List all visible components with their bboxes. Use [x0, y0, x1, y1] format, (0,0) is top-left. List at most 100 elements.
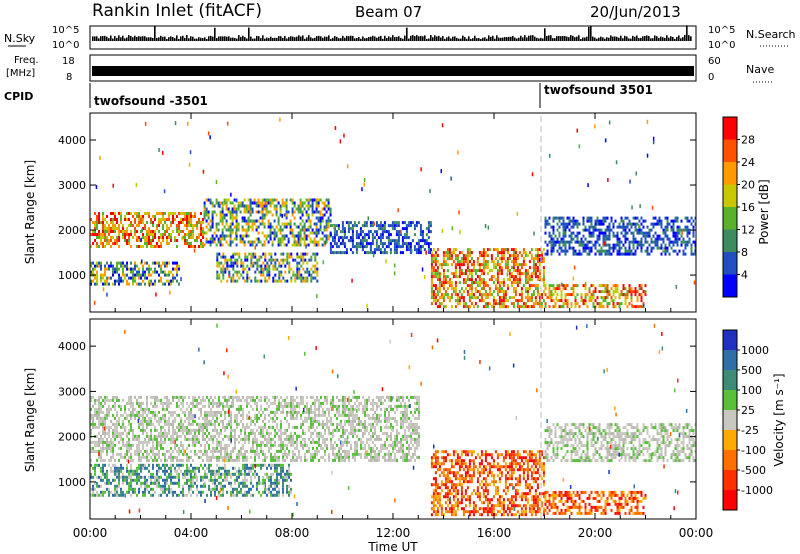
echo-cell — [403, 236, 406, 240]
echo-cell — [100, 410, 102, 414]
echo-cell — [480, 251, 483, 255]
echo-cell — [452, 260, 455, 264]
echo-cell — [608, 228, 611, 232]
echo-cell — [246, 425, 248, 429]
echo-cell — [108, 398, 110, 402]
echo-cell — [349, 227, 352, 231]
echo-cell — [472, 305, 475, 309]
echo-cell — [612, 246, 615, 250]
echo-cell — [102, 410, 104, 414]
echo-cell — [118, 434, 120, 438]
echo-cell — [430, 254, 433, 258]
echo-cell — [317, 198, 320, 202]
echo-cell — [528, 299, 531, 303]
echo-cell — [244, 431, 246, 435]
nsky-bar — [660, 36, 662, 41]
nsky-bar — [432, 37, 434, 41]
echo-cell — [114, 434, 116, 438]
echo-cell — [302, 258, 305, 262]
echo-speck — [441, 123, 444, 128]
echo-cell — [250, 398, 252, 402]
echo-cell — [436, 293, 439, 297]
echo-cell — [226, 404, 228, 408]
echo-cell — [284, 452, 286, 456]
nsky-bar — [420, 35, 422, 41]
echo-cell — [118, 398, 120, 402]
echo-cell — [522, 284, 525, 288]
echo-cell — [548, 296, 551, 300]
echo-cell — [260, 407, 262, 411]
echo-cell — [300, 273, 303, 277]
echo-cell — [244, 449, 246, 453]
echo-cell — [184, 212, 186, 215]
echo-cell — [299, 228, 302, 232]
echo-speck — [646, 153, 649, 158]
echo-cell — [387, 239, 390, 243]
echo-cell — [188, 224, 190, 227]
echo-cell — [272, 437, 274, 441]
echo-cell — [672, 249, 675, 253]
echo-cell — [512, 254, 515, 258]
echo-cell — [156, 419, 158, 423]
echo-cell — [432, 296, 435, 300]
echo-cell — [154, 428, 156, 432]
echo-cell — [104, 446, 106, 450]
echo-cell — [116, 236, 118, 239]
echo-cell — [207, 210, 210, 214]
echo-cell — [265, 204, 268, 208]
echo-cell — [106, 276, 108, 280]
echo-cell — [231, 228, 234, 232]
echo-cell — [325, 198, 328, 202]
echo-cell — [680, 243, 683, 247]
echo-cell — [134, 434, 136, 438]
echo-cell — [502, 284, 505, 288]
echo-cell — [556, 287, 559, 291]
echo-cell — [264, 279, 267, 283]
echo-cell — [202, 404, 204, 408]
echo-cell — [636, 216, 639, 220]
echo-cell — [128, 218, 130, 221]
echo-cell — [454, 248, 457, 252]
echo-cell — [622, 219, 625, 223]
echo-cell — [640, 305, 643, 309]
nsky-bar — [480, 38, 482, 41]
echo-cell — [419, 251, 422, 255]
echo-cell — [506, 257, 509, 261]
echo-cell — [241, 201, 244, 205]
echo-cell — [421, 236, 424, 240]
nsky-bar — [498, 37, 500, 41]
echo-cell — [154, 233, 156, 236]
echo-cell — [620, 246, 623, 250]
echo-cell — [307, 204, 310, 208]
echo-cell — [231, 219, 234, 223]
echo-cell — [620, 290, 623, 294]
echo-cell — [448, 248, 451, 252]
echo-cell — [314, 404, 316, 408]
echo-cell — [236, 416, 238, 420]
echo-cell — [227, 243, 230, 247]
nsky-bar — [354, 38, 356, 41]
echo-cell — [544, 222, 547, 226]
echo-cell — [496, 272, 499, 276]
echo-cell — [160, 398, 162, 402]
echo-cell — [526, 254, 529, 258]
echo-speck — [629, 179, 631, 184]
echo-cell — [640, 228, 643, 232]
echo-cell — [502, 302, 505, 306]
echo-cell — [178, 224, 180, 227]
echo-cell — [576, 234, 579, 238]
echo-cell — [250, 255, 253, 259]
echo-cell — [216, 455, 218, 459]
echo-cell — [156, 270, 158, 274]
echo-cell — [377, 236, 380, 240]
echo-cell — [104, 431, 106, 435]
echo-speck — [638, 224, 640, 228]
echo-cell — [192, 419, 194, 423]
echo-cell — [538, 293, 541, 297]
echo-cell — [262, 458, 264, 462]
echo-cell — [454, 305, 457, 309]
echo-cell — [225, 198, 228, 202]
echo-cell — [158, 264, 160, 268]
echo-cell — [650, 246, 653, 250]
echo-cell — [572, 287, 575, 291]
